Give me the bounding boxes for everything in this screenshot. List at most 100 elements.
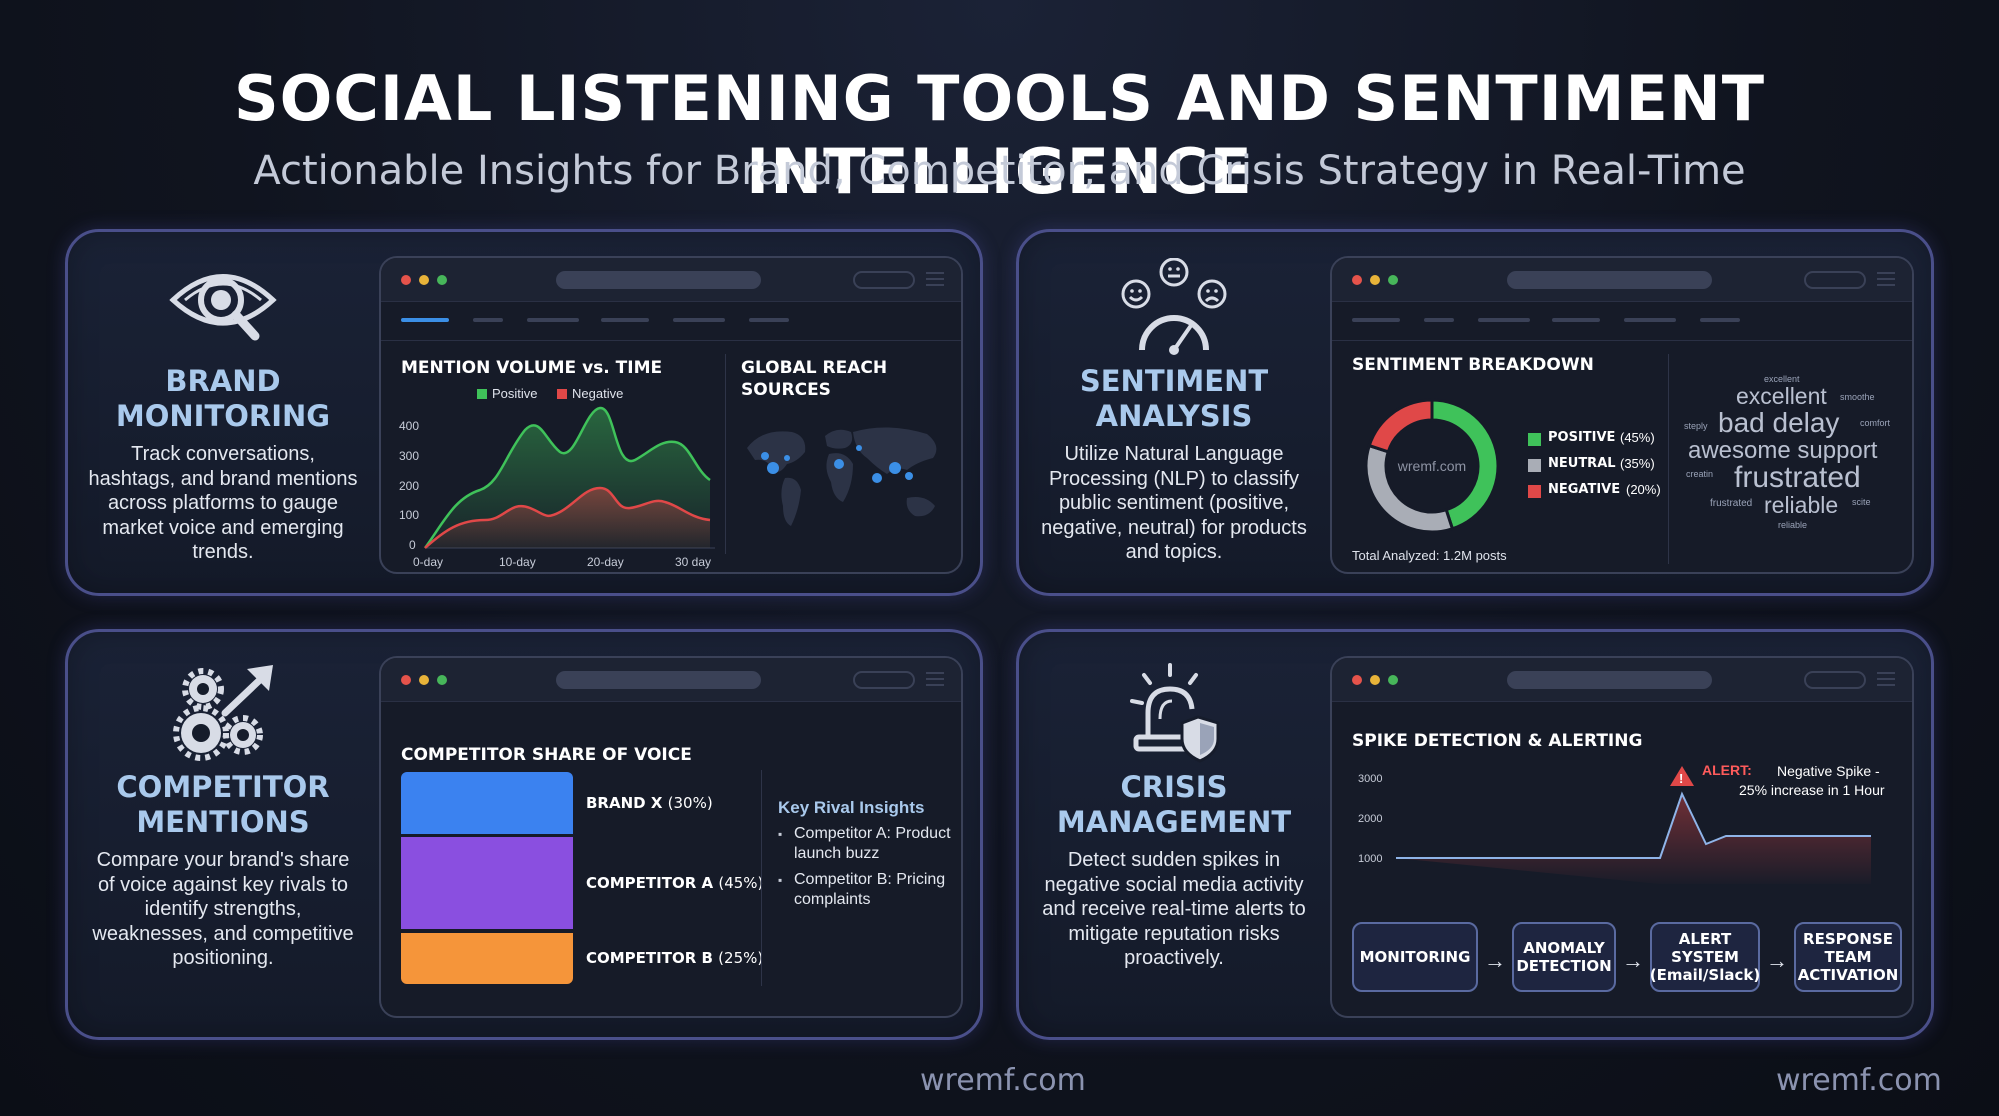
word-excellent: excellent [1736,383,1827,409]
share-of-voice-title: COMPETITOR SHARE OF VOICE [401,745,692,765]
maximize-dot-icon[interactable] [1388,675,1398,685]
sentiment-breakdown-window: SENTIMENT BREAKDOWN wremf.com POSITIVE (… [1330,256,1914,574]
crisis-management-description: Detect sudden spikes in negative social … [1042,849,1306,969]
toolbar-pill[interactable] [1804,671,1866,689]
x-tick: 10-day [499,555,536,569]
watermark: wremf.com [920,1063,1086,1098]
flow-step-alert-system[interactable]: ALERT SYSTEM (Email/Slack) [1650,922,1760,992]
minimize-dot-icon[interactable] [419,675,429,685]
tab-2[interactable] [473,318,503,322]
flow-step-anomaly-detection[interactable]: ANOMALY DETECTION [1512,922,1616,992]
x-tick: 30 day [675,555,711,569]
sentiment-analysis-title: SENTIMENT ANALYSIS [1079,364,1269,433]
tab-4[interactable] [601,318,649,322]
spike-detection-window: SPIKE DETECTION & ALERTING 3000 2000 100… [1330,656,1914,1018]
alert-triangle-icon [1670,766,1694,786]
tab-1[interactable] [1352,318,1400,322]
sentiment-breakdown-title: SENTIMENT BREAKDOWN [1352,355,1594,375]
mention-volume-window: MENTION VOLUME vs. TIME Positive Negativ… [379,256,963,574]
window-titlebar [1332,658,1912,702]
svg-text:comfort: comfort [1860,418,1891,428]
menu-icon[interactable] [926,272,944,286]
window-titlebar [381,258,961,302]
sov-label: COMPETITOR B (25%) [586,949,764,968]
reach-point [767,462,779,474]
address-bar[interactable] [556,271,761,289]
window-titlebar [1332,258,1912,302]
page-title: SOCIAL LISTENING TOOLS AND SENTIMENT INT… [233,62,1766,208]
maximize-dot-icon[interactable] [437,675,447,685]
close-dot-icon[interactable] [401,275,411,285]
gears-arrow-icon [173,665,273,761]
minimize-dot-icon[interactable] [1370,275,1380,285]
tab-3[interactable] [1478,318,1530,322]
tab-3[interactable] [527,318,579,322]
close-dot-icon[interactable] [401,675,411,685]
address-bar[interactable] [1507,271,1712,289]
y-tick: 400 [399,419,419,433]
y-tick: 3000 [1358,773,1382,785]
flow-step-monitoring[interactable]: MONITORING [1352,922,1478,992]
sov-label: COMPETITOR A (45%) [586,874,764,893]
menu-icon[interactable] [1877,672,1895,686]
word-frustrated: frustrated [1734,461,1861,494]
eye-magnifier-icon [169,274,277,341]
tab-1[interactable] [401,318,449,322]
word-awesome-support: awesome support [1688,437,1878,464]
sov-bar-competitor-a [401,836,573,930]
close-dot-icon[interactable] [1352,675,1362,685]
sentiment-analysis-info: SENTIMENT ANALYSIS Utilize Natural Langu… [1039,258,1309,565]
negative-area [425,488,710,548]
y-tick: 200 [399,479,419,493]
svg-text:excellent: excellent [1764,374,1800,384]
tab-strip [401,318,941,324]
spike-detection-title: SPIKE DETECTION & ALERTING [1352,731,1643,751]
competitor-mentions-info: COMPETITOR MENTIONS Compare your brand's… [88,658,358,971]
flow-step-response-team[interactable]: RESPONSE TEAM ACTIVATION [1794,922,1902,992]
sov-bar-competitor-b [401,932,573,984]
legend-positive-label: Positive [492,386,538,401]
watermark: wremf.com [1776,1063,1942,1098]
minimize-dot-icon[interactable] [419,275,429,285]
sentiment-legend: POSITIVE (45%) NEUTRAL (35%) NEGATIVE (2… [1528,430,1661,508]
toolbar-pill[interactable] [853,671,915,689]
maximize-dot-icon[interactable] [437,275,447,285]
svg-text:scite: scite [1852,497,1871,507]
y-tick: 1000 [1358,853,1382,865]
share-of-voice-window: COMPETITOR SHARE OF VOICE BRAND X (30%) C… [379,656,963,1018]
word-cloud: excellent excellent smoothe steply bad d… [1684,374,1891,530]
legend-positive-swatch [477,389,487,399]
maximize-dot-icon[interactable] [1388,275,1398,285]
sentiment-gauge-icon [1121,258,1227,355]
tab-6[interactable] [1700,318,1740,322]
toolbar-pill[interactable] [1804,271,1866,289]
address-bar[interactable] [556,671,761,689]
toolbar-pill[interactable] [853,271,915,289]
svg-text:!: ! [1679,771,1683,786]
x-tick: 0-day [413,555,443,569]
competitor-mentions-title: COMPETITOR MENTIONS [116,770,330,839]
tab-6[interactable] [749,318,789,322]
competitor-mentions-description: Compare your brand's share of voice agai… [92,849,354,969]
tab-5[interactable] [1624,318,1676,322]
menu-icon[interactable] [926,672,944,686]
legend-positive: POSITIVE (45%) [1528,430,1658,456]
negative-line [424,486,711,549]
sentiment-donut-chart: wremf.com [1364,398,1500,534]
tab-4[interactable] [1552,318,1600,322]
svg-text:smoothe: smoothe [1840,392,1875,402]
minimize-dot-icon[interactable] [1370,675,1380,685]
y-tick: 100 [399,508,419,522]
close-dot-icon[interactable] [1352,275,1362,285]
crisis-management-info: CRISIS MANAGEMENT Detect sudden spikes i… [1039,658,1309,971]
global-reach-title: GLOBAL REACH SOURCES [741,358,888,400]
tab-5[interactable] [673,318,725,322]
address-bar[interactable] [1507,671,1712,689]
tab-2[interactable] [1424,318,1454,322]
y-tick: 300 [399,449,419,463]
brand-monitoring-info: BRAND MONITORING Track conversations, ha… [88,258,358,565]
menu-icon[interactable] [1877,272,1895,286]
brand-monitoring-card: BRAND MONITORING Track conversations, ha… [65,229,983,596]
brand-monitoring-description: Track conversations, hashtags, and brand… [88,443,358,563]
rival-insight-item: Competitor B: Pricing complaints [778,870,958,910]
